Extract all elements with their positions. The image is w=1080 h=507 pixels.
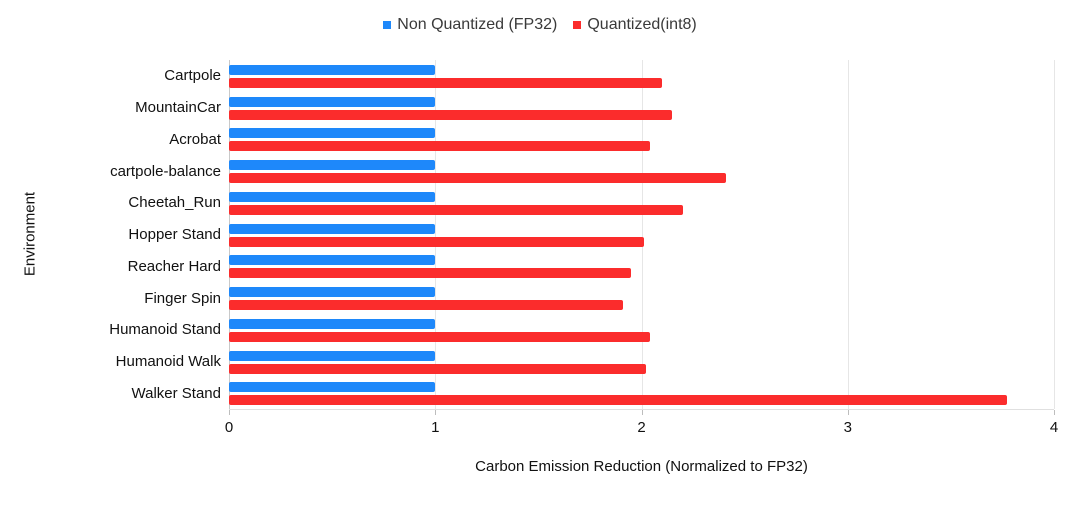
legend-item-int8: Quantized(int8) bbox=[573, 16, 697, 34]
category-label-humanoid-stand: Humanoid Stand bbox=[109, 321, 221, 339]
bar-group-acrobat bbox=[229, 123, 1054, 155]
x-tickmark-0 bbox=[229, 410, 230, 415]
bar-fp32-reacher-hard bbox=[229, 255, 436, 266]
bar-group-finger-spin bbox=[229, 282, 1054, 314]
x-axis-title: Carbon Emission Reduction (Normalized to… bbox=[475, 458, 808, 475]
x-tick-label-3: 3 bbox=[843, 419, 852, 436]
x-tick-label-4: 4 bbox=[1049, 419, 1059, 436]
bar-int8-acrobat bbox=[229, 141, 650, 152]
baseline-gridline bbox=[229, 60, 230, 409]
x-tick-label-1: 1 bbox=[431, 419, 440, 436]
bar-rows bbox=[229, 60, 1054, 409]
bar-group-humanoid-walk bbox=[229, 346, 1054, 378]
bar-group-humanoid-stand bbox=[229, 314, 1054, 346]
bar-fp32-cartpole bbox=[229, 65, 436, 75]
bar-int8-cheetah-run bbox=[229, 204, 683, 215]
bar-fp32-cheetah-run bbox=[229, 191, 436, 202]
category-label-acrobat: Acrobat bbox=[169, 130, 221, 148]
legend-item-fp32: Non Quantized (FP32) bbox=[383, 16, 557, 34]
category-label-cartpole: Cartpole bbox=[164, 67, 221, 85]
bar-fp32-mountaincar bbox=[229, 96, 436, 107]
x-tickmark-1 bbox=[435, 410, 437, 415]
bar-fp32-acrobat bbox=[229, 128, 436, 139]
category-label-walker-stand: Walker Stand bbox=[131, 384, 221, 402]
bar-fp32-cartpole-balance bbox=[229, 160, 436, 171]
bar-group-walker-stand bbox=[229, 377, 1054, 409]
bar-fp32-walker-stand bbox=[229, 382, 436, 393]
x-tickmark-2 bbox=[641, 410, 643, 415]
legend-label-int8: Quantized(int8) bbox=[587, 16, 697, 33]
gridline-4 bbox=[1054, 60, 1055, 409]
bar-int8-humanoid-stand bbox=[229, 331, 650, 342]
bar-fp32-humanoid-walk bbox=[229, 350, 436, 361]
category-label-cheetah-run: Cheetah_Run bbox=[128, 194, 221, 212]
category-label-cartpole-balance: cartpole-balance bbox=[110, 162, 221, 180]
legend-swatch-int8 bbox=[573, 21, 582, 29]
bar-fp32-hopper-stand bbox=[229, 223, 436, 234]
gridline-1 bbox=[435, 60, 437, 409]
category-label-reacher-hard: Reacher Hard bbox=[127, 257, 221, 275]
bar-group-mountaincar bbox=[229, 92, 1054, 124]
legend-swatch-fp32 bbox=[383, 21, 392, 29]
bar-group-cheetah-run bbox=[229, 187, 1054, 219]
category-label-humanoid-walk: Humanoid Walk bbox=[115, 352, 221, 370]
y-axis-category-labels: Cartpole MountainCar Acrobat cartpole-balan… bbox=[0, 60, 221, 409]
bar-int8-hopper-stand bbox=[229, 236, 644, 247]
bar-group-reacher-hard bbox=[229, 250, 1054, 282]
bar-int8-mountaincar bbox=[229, 109, 673, 120]
category-label-hopper-stand: Hopper Stand bbox=[128, 226, 221, 244]
bar-int8-cartpole bbox=[229, 78, 663, 88]
category-label-finger-spin: Finger Spin bbox=[144, 289, 221, 307]
x-tick-label-2: 2 bbox=[637, 419, 646, 436]
bar-int8-humanoid-walk bbox=[229, 363, 646, 374]
x-tick-label-0: 0 bbox=[224, 419, 234, 436]
bar-int8-walker-stand bbox=[229, 395, 1007, 406]
legend: Non Quantized (FP32) Quantized(int8) bbox=[0, 16, 1080, 34]
bar-group-cartpole bbox=[229, 60, 1054, 92]
bar-int8-cartpole-balance bbox=[229, 173, 727, 184]
x-tickmark-3 bbox=[847, 410, 849, 415]
legend-label-fp32: Non Quantized (FP32) bbox=[397, 16, 558, 33]
bar-group-hopper-stand bbox=[229, 219, 1054, 251]
bar-group-cartpole-balance bbox=[229, 155, 1054, 187]
gridline-3 bbox=[847, 60, 849, 409]
x-axis: 0 1 2 3 4 bbox=[225, 410, 1058, 440]
bar-fp32-finger-spin bbox=[229, 287, 436, 298]
category-label-mountaincar: MountainCar bbox=[135, 99, 221, 117]
x-tickmark-4 bbox=[1054, 410, 1055, 415]
bar-fp32-humanoid-stand bbox=[229, 318, 436, 329]
gridline-2 bbox=[641, 60, 643, 409]
bar-int8-reacher-hard bbox=[229, 268, 632, 279]
plot-area bbox=[229, 60, 1055, 410]
bar-int8-finger-spin bbox=[229, 300, 623, 311]
